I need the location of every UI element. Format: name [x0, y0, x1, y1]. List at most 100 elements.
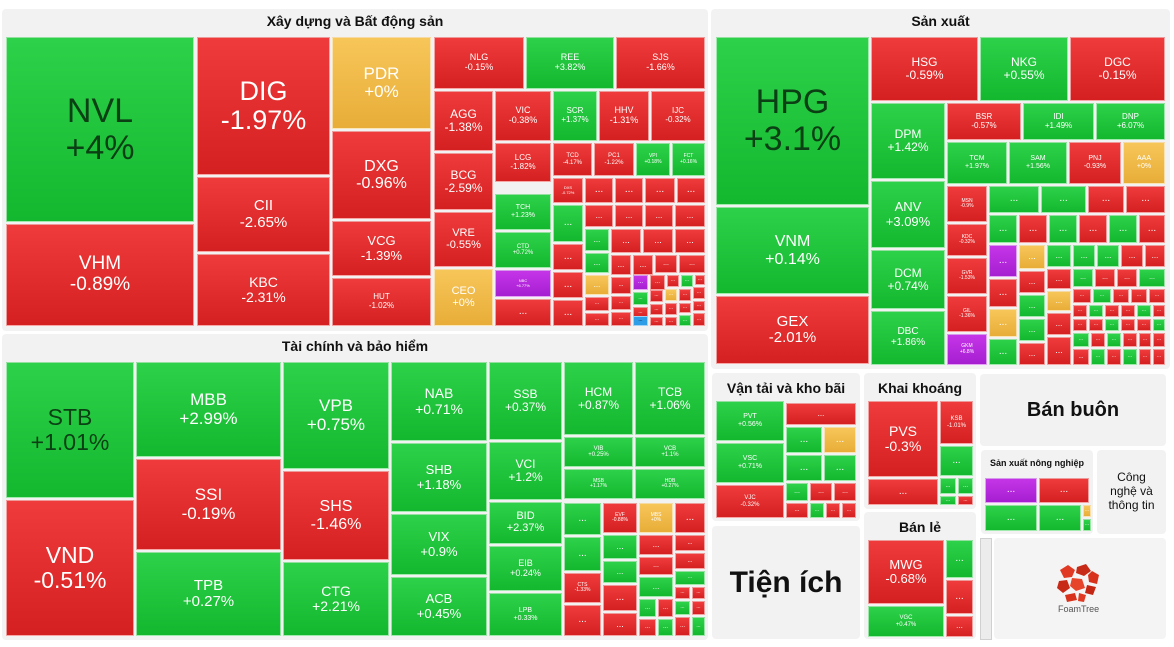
stock-tile-more[interactable]: ...	[564, 503, 601, 535]
stock-tile-more[interactable]: ...	[1019, 343, 1045, 365]
stock-tile-tpb[interactable]: TPB +0.27%	[136, 552, 281, 636]
stock-tile-more[interactable]: ...	[989, 186, 1039, 213]
stock-tile-more[interactable]: ...	[1047, 245, 1071, 267]
stock-tile-more[interactable]: ...	[1019, 295, 1045, 317]
stock-tile-more[interactable]: ...	[940, 446, 973, 476]
stock-tile-vgc[interactable]: VGC +0.47%	[868, 606, 944, 637]
stock-tile-kdc[interactable]: KDC -0.32%	[947, 224, 987, 256]
stock-tile-more[interactable]: ...	[1121, 319, 1135, 331]
stock-tile-more[interactable]: ...	[946, 616, 973, 637]
stock-tile-more[interactable]: ...	[564, 537, 601, 571]
stock-tile-more[interactable]: ...	[675, 601, 690, 615]
stock-tile-more[interactable]: ...	[675, 535, 705, 551]
stock-tile-more[interactable]: ...	[611, 277, 631, 294]
stock-tile-tcm[interactable]: TCM +1.97%	[947, 142, 1007, 184]
stock-tile-hcm[interactable]: HCM +0.87%	[564, 362, 633, 435]
stock-tile-hhv[interactable]: HHV -1.31%	[599, 91, 649, 141]
stock-tile-vcb[interactable]: VCB +1.1%	[635, 437, 705, 467]
stock-tile-more[interactable]: ...	[553, 244, 583, 270]
stock-tile-more[interactable]: ...	[989, 279, 1017, 307]
stock-tile-dpm[interactable]: DPM +1.42%	[871, 103, 945, 179]
stock-tile-scr[interactable]: SCR +1.37%	[553, 91, 597, 141]
stock-tile-more[interactable]: ...	[786, 455, 822, 481]
stock-tile-fct[interactable]: FCT +0.16%	[672, 143, 705, 176]
stock-tile-vnm[interactable]: VNM +0.14%	[716, 207, 869, 294]
stock-tile-more[interactable]: ...	[989, 339, 1017, 365]
stock-tile-ctg[interactable]: CTG +2.21%	[283, 562, 389, 636]
stock-tile-more[interactable]: ...	[786, 503, 808, 518]
stock-tile-vsc[interactable]: VSC +0.71%	[716, 443, 784, 483]
stock-tile-more[interactable]: ...	[633, 316, 648, 326]
stock-tile-ceo[interactable]: CEO +0%	[434, 269, 493, 326]
stock-tile-more[interactable]: ...	[1145, 245, 1165, 267]
stock-tile-more[interactable]: ...	[1073, 305, 1087, 317]
stock-tile-more[interactable]: ...	[643, 229, 673, 253]
group-it[interactable]: Công nghệ và thông tin	[1097, 450, 1166, 534]
stock-tile-vpb[interactable]: VPB +0.75%	[283, 362, 389, 469]
stock-tile-more[interactable]: ...	[1073, 289, 1091, 303]
stock-tile-more[interactable]: ...	[611, 255, 631, 275]
stock-tile-ctd[interactable]: CTD +0.72%	[495, 232, 551, 268]
stock-tile-more[interactable]: ...	[1019, 215, 1047, 243]
stock-tile-more[interactable]: ...	[946, 580, 973, 614]
stock-tile-more[interactable]: ...	[1083, 519, 1091, 531]
stock-tile-vpi[interactable]: VPI +0.18%	[636, 143, 670, 176]
stock-tile-more[interactable]: ...	[842, 503, 856, 518]
stock-tile-more[interactable]: ...	[1137, 305, 1151, 317]
stock-tile-more[interactable]: ...	[1105, 319, 1119, 331]
stock-tile-more[interactable]: ...	[985, 478, 1037, 503]
stock-tile-gvr[interactable]: GVR -1.53%	[947, 258, 987, 294]
stock-tile-more[interactable]: ...	[633, 255, 653, 275]
stock-tile-msb[interactable]: MSB +1.17%	[564, 469, 633, 499]
stock-tile-more[interactable]: ...	[1039, 478, 1089, 503]
stock-tile-more[interactable]: ...	[675, 571, 705, 585]
stock-tile-more[interactable]: ...	[639, 535, 673, 555]
stock-tile-more[interactable]: ...	[1039, 505, 1081, 531]
stock-tile-more[interactable]: ...	[1019, 245, 1045, 269]
stock-tile-nbc[interactable]: NBC +6.77%	[495, 270, 551, 297]
stock-tile-lcg[interactable]: LCG -1.82%	[495, 143, 551, 182]
stock-tile-more[interactable]: ...	[667, 275, 679, 287]
stock-tile-more[interactable]: ...	[940, 478, 956, 494]
stock-tile-more[interactable]: ...	[1093, 289, 1111, 303]
stock-tile-dbc[interactable]: DBC +1.86%	[871, 311, 945, 365]
stock-tile-bid[interactable]: BID +2.37%	[489, 502, 562, 544]
stock-tile-vhm[interactable]: VHM -0.89%	[6, 224, 194, 326]
stock-tile-more[interactable]: ...	[1073, 245, 1095, 267]
stock-tile-more[interactable]: ...	[1153, 305, 1165, 317]
stock-tile-tch[interactable]: TCH +1.23%	[495, 194, 551, 230]
stock-tile-ree[interactable]: REE +3.82%	[526, 37, 614, 89]
stock-tile-more[interactable]: ...	[615, 178, 643, 203]
stock-tile-nvl[interactable]: NVL +4%	[6, 37, 194, 222]
stock-tile-more[interactable]: ...	[553, 300, 583, 326]
stock-tile-acb[interactable]: ACB +0.45%	[391, 577, 487, 636]
stock-tile-more[interactable]: ...	[824, 427, 856, 453]
stock-tile-aaa[interactable]: AAA +0%	[1123, 142, 1165, 184]
stock-tile-more[interactable]: ...	[681, 275, 693, 287]
stock-tile-more[interactable]: ...	[693, 313, 705, 326]
stock-tile-more[interactable]: ...	[1095, 269, 1115, 287]
stock-tile-more[interactable]: ...	[675, 503, 705, 533]
stock-tile-pc1[interactable]: PC1 -1.22%	[594, 143, 634, 176]
stock-tile-gil[interactable]: GIL -1.36%	[947, 296, 987, 332]
stock-tile-vre[interactable]: VRE -0.55%	[434, 212, 493, 267]
stock-tile-more[interactable]: ...	[940, 496, 956, 505]
stock-tile-more[interactable]: ...	[692, 601, 705, 615]
stock-tile-more[interactable]: ...	[826, 503, 840, 518]
stock-tile-more[interactable]: ...	[603, 613, 637, 636]
stock-tile-more[interactable]: ...	[1041, 186, 1086, 213]
stock-tile-more[interactable]: ...	[1109, 215, 1137, 243]
stock-tile-more[interactable]: ...	[665, 303, 677, 315]
stock-tile-dxs[interactable]: DXS -0.72%	[553, 178, 583, 203]
stock-tile-more[interactable]: ...	[633, 275, 648, 290]
stock-tile-eib[interactable]: EIB +0.24%	[489, 546, 562, 591]
stock-tile-more[interactable]: ...	[495, 299, 551, 326]
stock-tile-more[interactable]: ...	[675, 587, 690, 599]
stock-tile-vci[interactable]: VCI +1.2%	[489, 442, 562, 500]
stock-tile-more[interactable]: ...	[679, 315, 691, 326]
stock-tile-lpb[interactable]: LPB +0.33%	[489, 593, 562, 636]
stock-tile-more[interactable]: ...	[1139, 215, 1165, 243]
stock-tile-more[interactable]: ...	[650, 304, 663, 315]
stock-tile-more[interactable]: ...	[1117, 269, 1137, 287]
stock-tile-more[interactable]: ...	[611, 229, 641, 253]
